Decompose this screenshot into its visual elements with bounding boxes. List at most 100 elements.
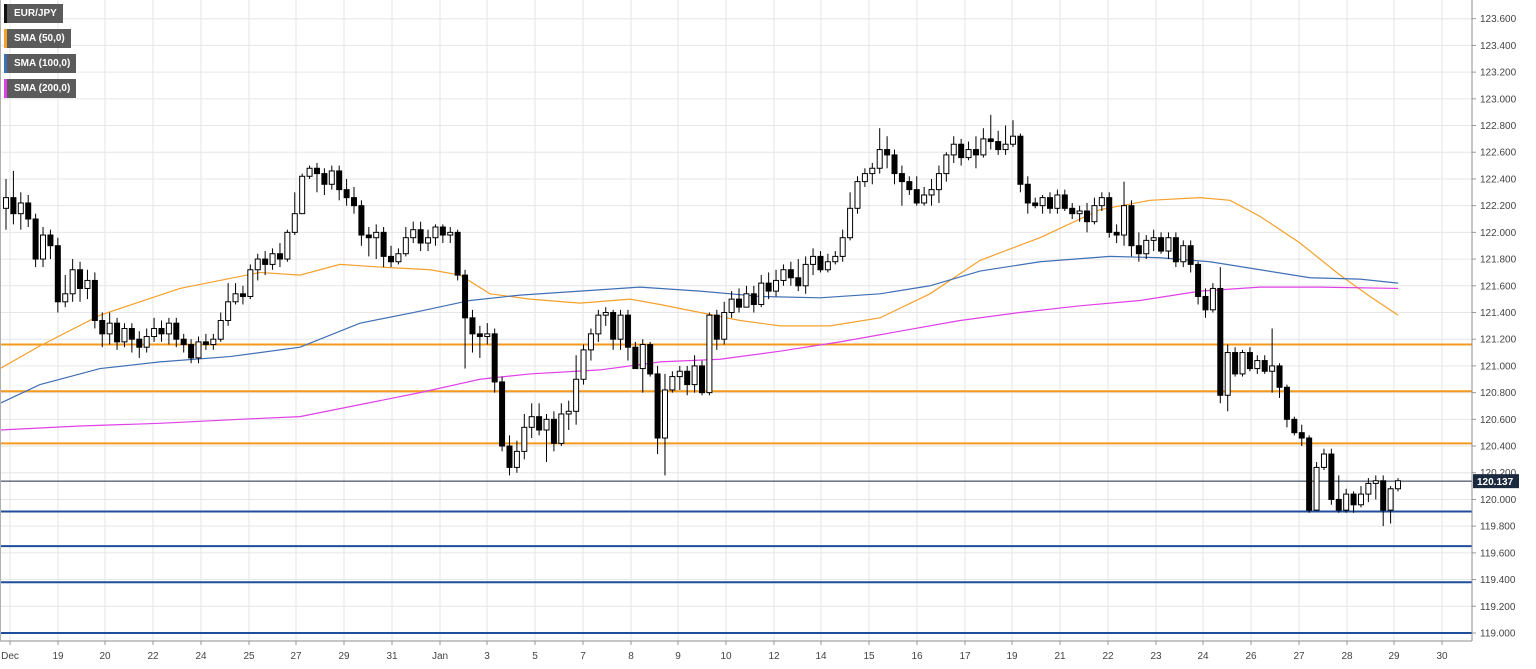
candle [958,138,965,166]
candle [839,229,846,262]
symbol-swatch [4,4,7,23]
candle-body [832,255,839,263]
candle-body [1276,365,1283,388]
candle-body [987,138,994,143]
candle [1084,202,1091,233]
x-tick-label: 21 [1054,651,1066,662]
y-tick-label: 123.000 [1480,94,1517,105]
candle-body [328,170,335,185]
x-tick-label: 27 [1293,651,1305,662]
candle-body [17,202,24,215]
candle [876,128,883,174]
candle [1017,133,1024,193]
candle-body [647,344,654,375]
candle-body [291,213,298,233]
candle-body [713,314,720,340]
x-tick-label: 24 [1197,651,1209,662]
candle-body [1054,194,1061,209]
candle [1269,328,1276,393]
candle-body [1143,239,1150,255]
candle [328,165,335,190]
candle [536,403,543,436]
candle [750,285,757,313]
candle [654,365,661,455]
candle [121,323,128,348]
candle [550,411,557,452]
candle-body [1061,194,1068,209]
candle-body [395,253,402,263]
candle-body [891,154,898,175]
x-tick-label: Jan [432,651,448,662]
x-tick-label: 9 [675,651,681,662]
candle-body [1350,493,1357,506]
candle [1254,355,1261,374]
candle-body [343,189,350,199]
candle-body [1165,237,1172,252]
candle [884,136,891,169]
candle [810,248,817,276]
candle [513,440,520,473]
candle [891,149,898,185]
candle [1024,176,1031,214]
candle-body [854,181,861,209]
candle-body [195,341,202,359]
candle [180,333,187,353]
candle-body [595,314,602,335]
candle [906,176,913,195]
candle [765,272,772,300]
candle [188,339,195,364]
candle [1202,288,1209,318]
candle-body [321,173,328,185]
candle [373,224,380,260]
candle [128,323,135,353]
candle [713,309,720,350]
candle [1306,435,1313,513]
candle-body [1320,453,1327,468]
candle-body [47,234,54,247]
candle-body [99,320,106,335]
candle [587,328,594,361]
candle-body [313,167,320,175]
candle-body [869,167,876,175]
candle-body [143,336,150,348]
candle [254,253,261,281]
legend-symbol[interactable]: EUR/JPY [4,4,63,23]
candle [336,165,343,201]
legend-sma50[interactable]: SMA (50,0) [4,29,71,48]
candle [469,309,476,353]
candle [239,285,246,305]
legend-sma200[interactable]: SMA (200,0) [4,79,77,98]
legend-sma200-label: SMA (200,0) [14,83,71,94]
grid [0,0,1472,641]
candle [114,317,121,350]
candle-body [432,226,439,239]
candle [1195,261,1202,305]
candle [1350,491,1357,513]
candle-body [262,258,269,265]
candle-body [958,143,965,159]
candle [47,229,54,260]
y-tick-label: 122.600 [1480,148,1517,159]
candle [99,312,106,348]
x-tick-label: 20 [99,651,111,662]
y-tick-label: 120.600 [1480,415,1517,426]
x-tick-label: 25 [243,651,255,662]
y-tick-label: 121.000 [1480,361,1517,372]
x-tick-label: 22 [1102,651,1114,662]
candle-body [639,344,646,370]
x-tick-label: 24 [195,651,207,662]
candle [972,136,979,169]
y-tick-label: 122.200 [1480,201,1517,212]
sma200-swatch [4,79,7,98]
candle [25,194,32,228]
candle-body [469,317,476,335]
candle-body [684,370,691,386]
x-tick-label: 5 [532,651,538,662]
candle [1165,232,1172,260]
candle [40,227,47,268]
support-resistance-lines [0,343,1472,634]
candle [558,403,565,447]
legend-sma100[interactable]: SMA (100,0) [4,54,77,73]
candle-body [1017,135,1024,185]
